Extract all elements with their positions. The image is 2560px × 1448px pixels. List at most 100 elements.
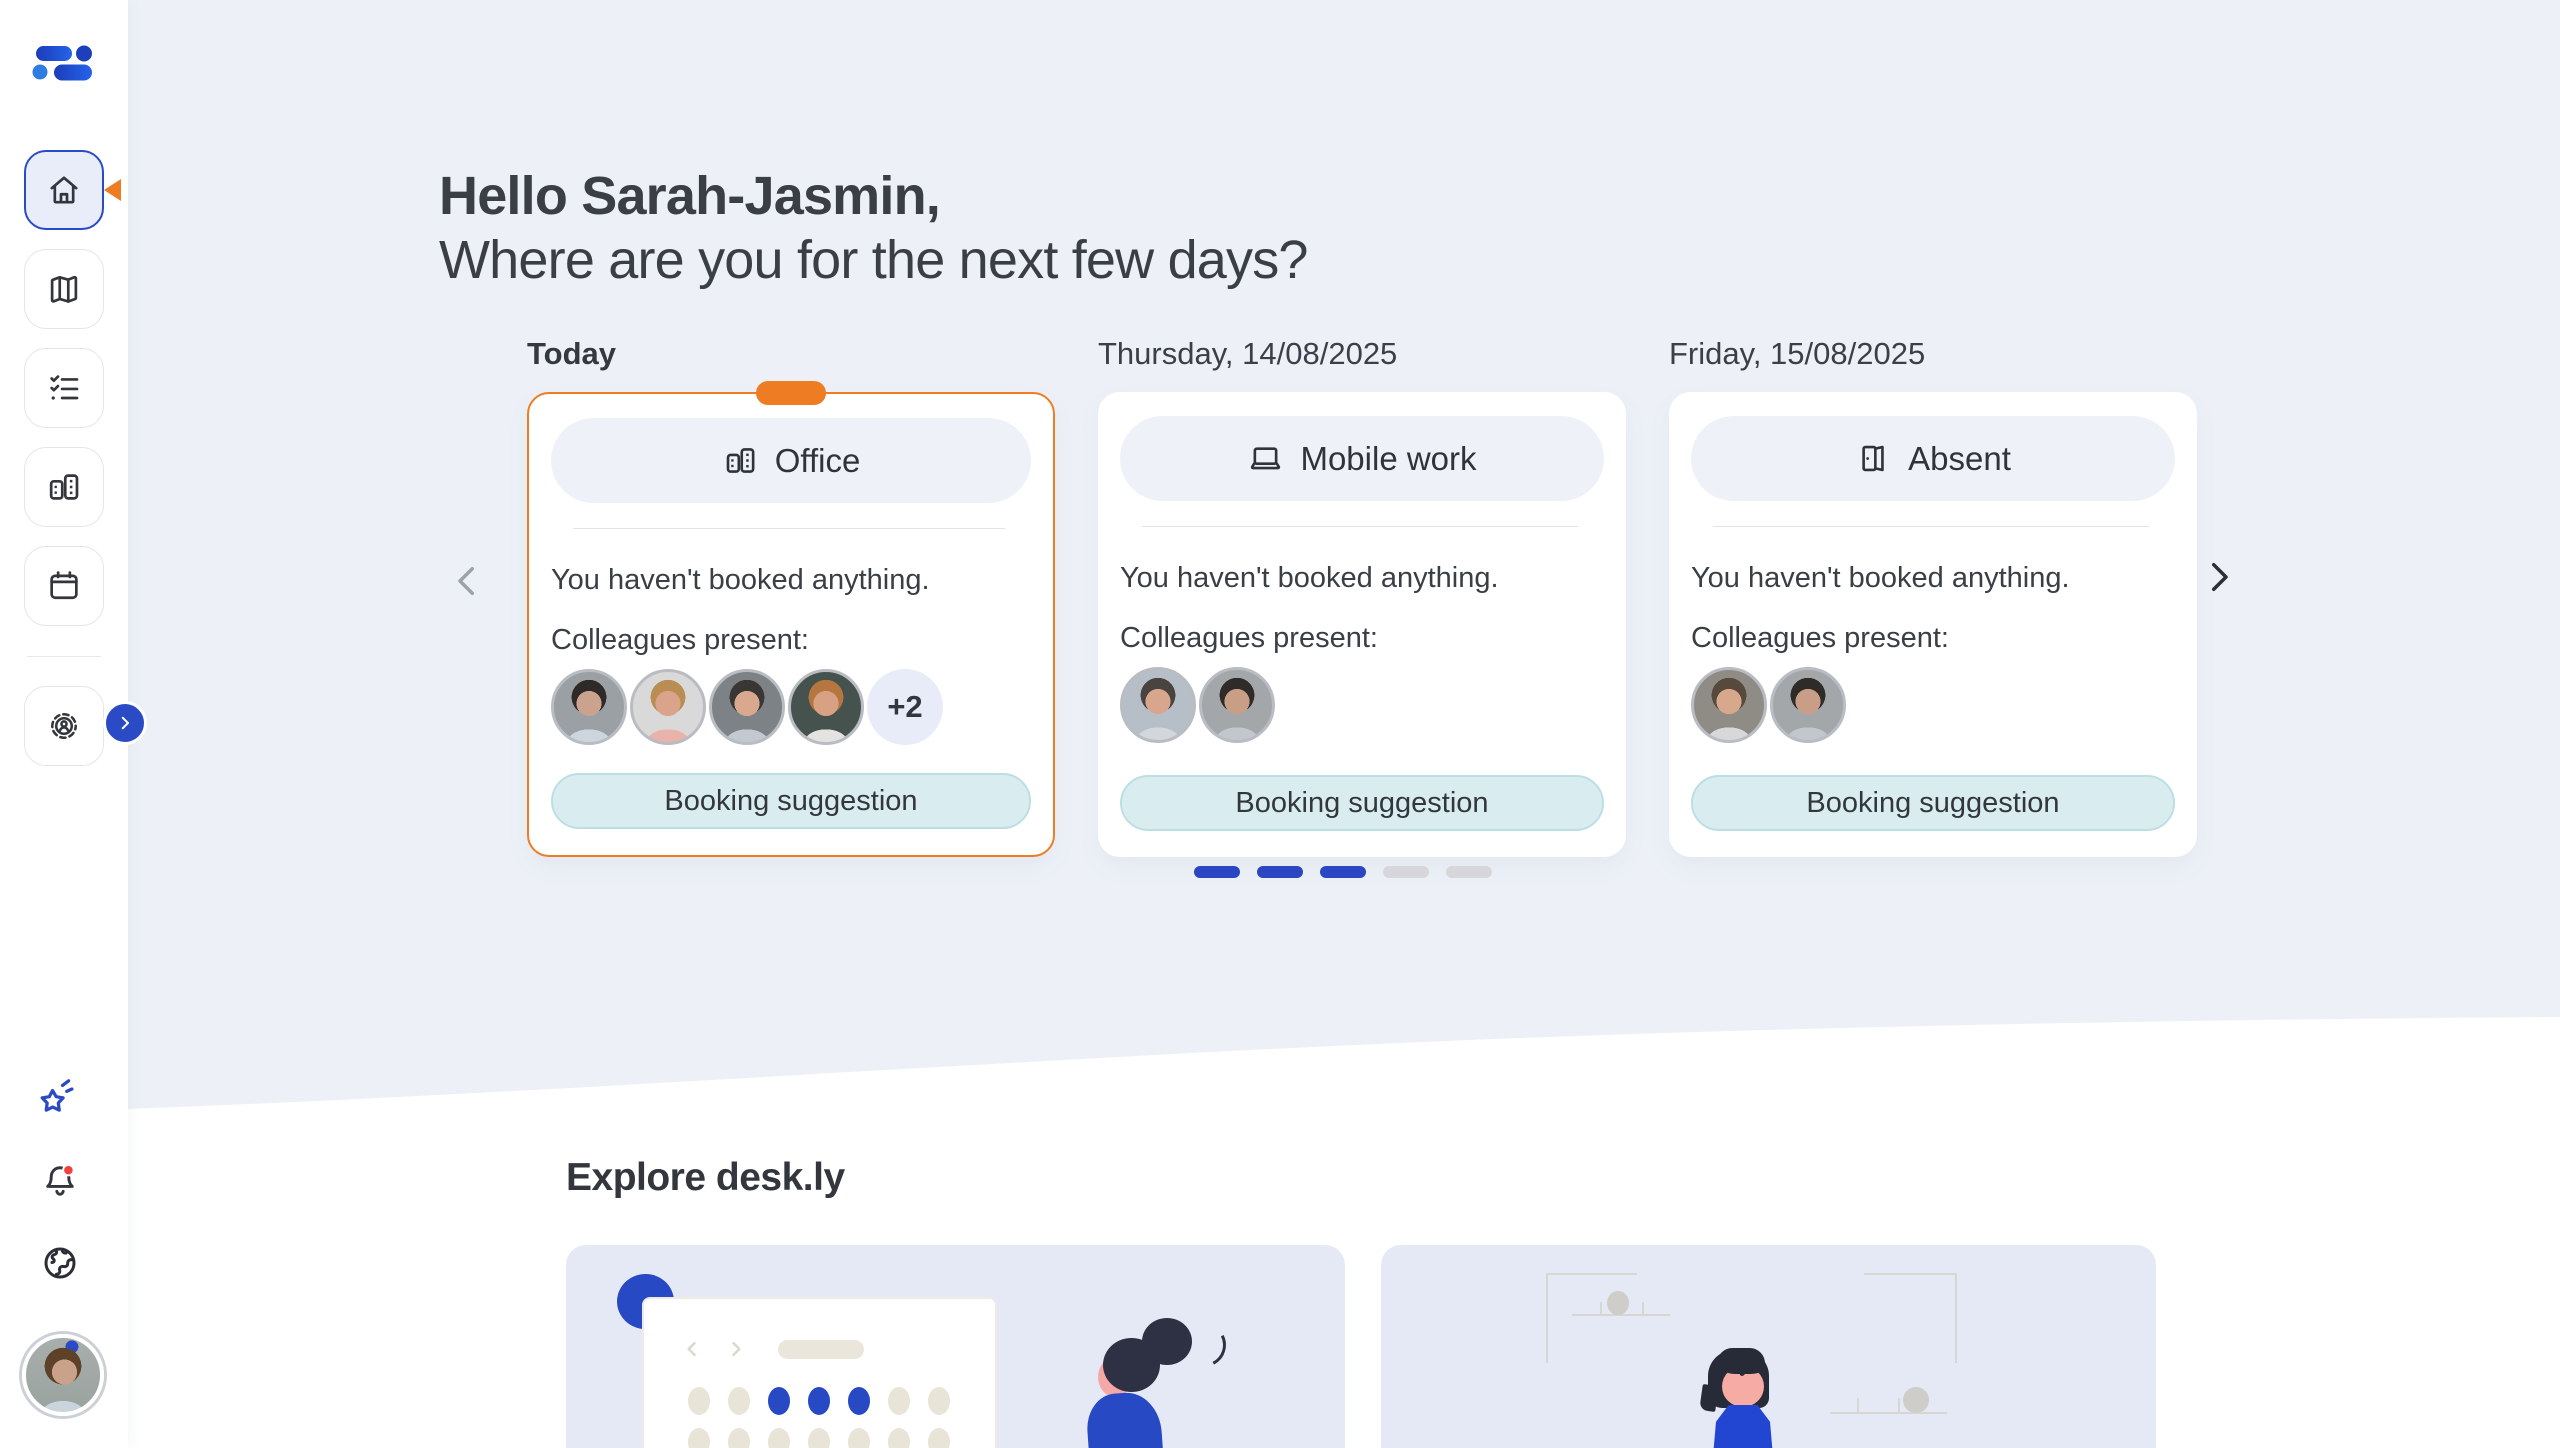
calendar-grid-dot xyxy=(808,1428,830,1448)
day-column-today: Today Office You haven't booked anything… xyxy=(527,336,1055,857)
shelf-line xyxy=(1830,1412,1947,1414)
colleague-avatar xyxy=(788,669,864,745)
colleague-avatar xyxy=(1770,667,1846,743)
booking-status-text: You haven't booked anything. xyxy=(551,564,930,596)
carousel-dot[interactable] xyxy=(1446,866,1492,878)
door-open-icon xyxy=(1862,445,1884,472)
shelf-vase xyxy=(1607,1291,1629,1315)
sidebar-item-bookings[interactable] xyxy=(24,348,104,428)
calendar-grid-dot xyxy=(888,1428,910,1448)
wall-frame-line xyxy=(1955,1273,1957,1363)
carousel-dot[interactable] xyxy=(1194,866,1240,878)
calendar-grid-dot xyxy=(928,1387,950,1415)
day-card-thursday: Mobile work You haven't booked anything.… xyxy=(1098,392,1626,857)
booking-status-text: You haven't booked anything. xyxy=(1691,562,2070,594)
desk-ly-logo[interactable] xyxy=(28,44,96,82)
carousel-next-button[interactable] xyxy=(2198,556,2240,601)
page-title: Hello Sarah-Jasmin, Where are you for th… xyxy=(439,164,1308,292)
sidebar-expand-button[interactable] xyxy=(103,701,147,745)
calendar-nav-chevrons xyxy=(682,1339,746,1359)
chevron-left-icon xyxy=(687,1341,696,1357)
workplace-type-pill[interactable]: Absent xyxy=(1691,416,2175,501)
calendar-grid-dot xyxy=(848,1387,870,1415)
illustration-woman-body xyxy=(1084,1390,1166,1448)
colleague-avatar xyxy=(630,669,706,745)
sidebar-item-offices[interactable] xyxy=(24,447,104,527)
booking-suggestion-button[interactable]: Booking suggestion xyxy=(1120,775,1604,831)
colleague-avatar xyxy=(551,669,627,745)
colleague-avatars xyxy=(1120,667,1604,743)
notifications-button[interactable] xyxy=(39,1160,81,1202)
booking-suggestion-button[interactable]: Booking suggestion xyxy=(1691,775,2175,831)
workplace-type-label: Absent xyxy=(1908,439,2011,477)
colleagues-label: Colleagues present: xyxy=(551,624,809,656)
sidebar-item-calendar[interactable] xyxy=(24,546,104,626)
chevron-right-icon xyxy=(2212,563,2228,591)
sidebar-item-settings[interactable] xyxy=(24,686,104,766)
carousel-dot[interactable] xyxy=(1383,866,1429,878)
greeting-question: Where are you for the next few days? xyxy=(439,230,1308,290)
language-globe-icon xyxy=(44,1247,76,1279)
wall-frame-line xyxy=(1864,1273,1957,1275)
card-divider xyxy=(1713,526,2149,527)
colleagues-label: Colleagues present: xyxy=(1120,622,1378,654)
colleague-avatar xyxy=(1120,667,1196,743)
profile-avatar[interactable] xyxy=(22,1334,104,1416)
map-icon xyxy=(50,275,78,303)
sidebar-item-home[interactable] xyxy=(24,150,121,230)
calendar-title-placeholder xyxy=(778,1340,864,1359)
calendar-panel-illustration xyxy=(642,1297,997,1448)
card-divider xyxy=(1142,526,1578,527)
greeting-line: Hello Sarah-Jasmin, xyxy=(439,166,941,226)
chevron-right-icon xyxy=(732,1341,741,1357)
sidebar-nav xyxy=(24,150,121,785)
day-column-thursday: Thursday, 14/08/2025 Mobile work You hav… xyxy=(1098,336,1626,857)
booking-suggestion-button[interactable]: Booking suggestion xyxy=(551,773,1031,829)
calendar-grid-dot xyxy=(688,1428,710,1448)
carousel-prev-button[interactable] xyxy=(446,560,488,605)
office-buildings-icon xyxy=(49,474,79,500)
colleague-avatar xyxy=(1691,667,1767,743)
calendar-grid-dot xyxy=(768,1428,790,1448)
calendar-icon xyxy=(50,571,78,600)
day-label: Friday, 15/08/2025 xyxy=(1669,336,1926,371)
explore-card-office[interactable] xyxy=(1381,1245,2156,1448)
day-label: Today xyxy=(527,336,616,371)
active-item-pointer xyxy=(104,179,121,201)
sidebar-divider xyxy=(27,656,101,657)
shelf-tick xyxy=(1898,1398,1900,1412)
carousel-dot[interactable] xyxy=(1257,866,1303,878)
illustration-woman-fringe xyxy=(1717,1348,1765,1374)
workplace-type-pill[interactable]: Mobile work xyxy=(1120,416,1604,501)
calendar-grid-dot xyxy=(848,1428,870,1448)
whats-new-button[interactable] xyxy=(33,1076,79,1122)
shelf-tick xyxy=(1857,1398,1859,1412)
colleague-avatar xyxy=(709,669,785,745)
chevron-left-icon xyxy=(458,567,474,595)
active-day-tab xyxy=(756,381,826,405)
illustration-woman-hair-flick xyxy=(1699,1384,1719,1412)
office-buildings-icon xyxy=(726,448,755,473)
explore-card-booking[interactable] xyxy=(566,1245,1345,1448)
colleague-avatars xyxy=(1691,667,2175,743)
illustration-woman-head xyxy=(1103,1338,1160,1392)
calendar-dot-grid xyxy=(688,1387,950,1448)
workplace-type-pill[interactable]: Office xyxy=(551,418,1031,503)
home-icon xyxy=(50,176,78,204)
carousel-dot[interactable] xyxy=(1320,866,1366,878)
sidebar-item-map[interactable] xyxy=(24,249,104,329)
colleague-overflow-badge[interactable]: +2 xyxy=(867,669,943,745)
day-card-friday: Absent You haven't booked anything. Coll… xyxy=(1669,392,2197,857)
calendar-grid-dot xyxy=(808,1387,830,1415)
calendar-grid-dot xyxy=(888,1387,910,1415)
calendar-grid-dot xyxy=(728,1428,750,1448)
carousel-dots xyxy=(1194,866,1492,878)
whats-new-star-icon xyxy=(40,1079,74,1112)
day-column-friday: Friday, 15/08/2025 Absent You haven't bo… xyxy=(1669,336,2197,857)
calendar-grid-dot xyxy=(768,1387,790,1415)
card-divider xyxy=(573,528,1005,529)
checklist-icon xyxy=(50,375,79,400)
language-button[interactable] xyxy=(39,1242,81,1284)
notifications-bell-icon xyxy=(46,1163,75,1196)
